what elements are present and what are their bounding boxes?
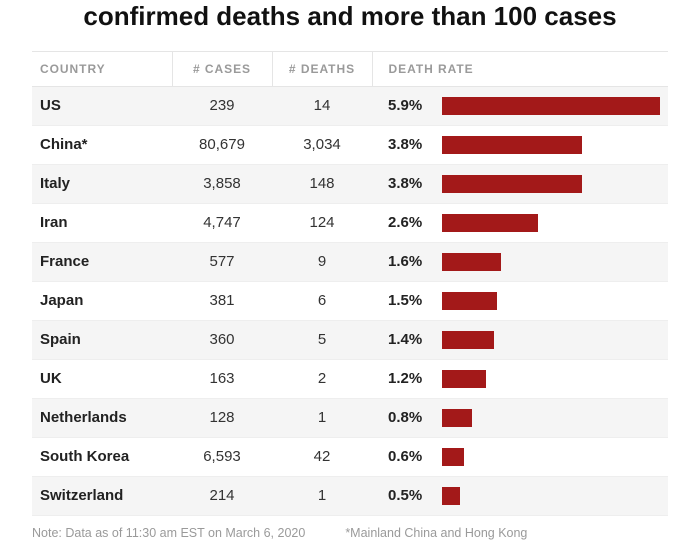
- cell-death-rate: 3.8%: [372, 125, 668, 164]
- death-rate-label: 2.6%: [388, 214, 432, 231]
- chart-title: confirmed deaths and more than 100 cases: [32, 0, 668, 33]
- death-rate-label: 0.5%: [388, 487, 432, 504]
- cell-cases: 128: [172, 398, 272, 437]
- bar-track: [442, 136, 660, 154]
- cell-country: Netherlands: [32, 398, 172, 437]
- bar-track: [442, 253, 660, 271]
- cell-country: Iran: [32, 203, 172, 242]
- cell-cases: 577: [172, 242, 272, 281]
- table-row: UK1632 1.2%: [32, 359, 668, 398]
- death-rate-bar: [442, 331, 494, 349]
- table-row: Switzerland2141 0.5%: [32, 476, 668, 515]
- death-rate-bar: [442, 214, 538, 232]
- bar-track: [442, 175, 660, 193]
- cell-country: France: [32, 242, 172, 281]
- table-row: Japan3816 1.5%: [32, 281, 668, 320]
- bar-track: [442, 97, 660, 115]
- cell-death-rate: 0.6%: [372, 437, 668, 476]
- cell-cases: 6,593: [172, 437, 272, 476]
- cell-deaths: 42: [272, 437, 372, 476]
- cell-deaths: 3,034: [272, 125, 372, 164]
- col-header-cases: # CASES: [172, 51, 272, 86]
- table-row: US23914 5.9%: [32, 86, 668, 125]
- cell-cases: 360: [172, 320, 272, 359]
- cell-deaths: 1: [272, 476, 372, 515]
- cell-death-rate: 3.8%: [372, 164, 668, 203]
- cell-cases: 239: [172, 86, 272, 125]
- table-row: China*80,6793,034 3.8%: [32, 125, 668, 164]
- table-row: South Korea6,59342 0.6%: [32, 437, 668, 476]
- bar-track: [442, 448, 660, 466]
- bar-track: [442, 331, 660, 349]
- death-rate-label: 0.8%: [388, 409, 432, 426]
- cell-death-rate: 1.6%: [372, 242, 668, 281]
- bar-track: [442, 292, 660, 310]
- cell-death-rate: 1.4%: [372, 320, 668, 359]
- cell-death-rate: 0.5%: [372, 476, 668, 515]
- cell-country: Switzerland: [32, 476, 172, 515]
- cell-cases: 3,858: [172, 164, 272, 203]
- cell-country: Spain: [32, 320, 172, 359]
- col-header-rate: DEATH RATE: [372, 51, 668, 86]
- death-rate-label: 1.6%: [388, 253, 432, 270]
- death-rate-label: 3.8%: [388, 175, 432, 192]
- table-row: Netherlands1281 0.8%: [32, 398, 668, 437]
- death-rate-bar: [442, 370, 486, 388]
- cell-country: Japan: [32, 281, 172, 320]
- cell-country: South Korea: [32, 437, 172, 476]
- table-row: France5779 1.6%: [32, 242, 668, 281]
- col-header-country: COUNTRY: [32, 51, 172, 86]
- cell-deaths: 1: [272, 398, 372, 437]
- cell-deaths: 5: [272, 320, 372, 359]
- cell-death-rate: 0.8%: [372, 398, 668, 437]
- cell-cases: 80,679: [172, 125, 272, 164]
- cell-deaths: 148: [272, 164, 372, 203]
- death-rate-label: 1.4%: [388, 331, 432, 348]
- table-row: Italy3,858148 3.8%: [32, 164, 668, 203]
- cell-country: US: [32, 86, 172, 125]
- cell-country: UK: [32, 359, 172, 398]
- col-header-deaths: # DEATHS: [272, 51, 372, 86]
- death-rate-label: 1.5%: [388, 292, 432, 309]
- cell-deaths: 14: [272, 86, 372, 125]
- death-rate-bar: [442, 175, 582, 193]
- death-rate-bar: [442, 487, 460, 505]
- cell-deaths: 9: [272, 242, 372, 281]
- death-rate-label: 0.6%: [388, 448, 432, 465]
- death-rate-label: 5.9%: [388, 97, 432, 114]
- death-rate-label: 3.8%: [388, 136, 432, 153]
- cell-cases: 4,747: [172, 203, 272, 242]
- death-rate-bar: [442, 97, 660, 115]
- cell-cases: 214: [172, 476, 272, 515]
- cell-death-rate: 2.6%: [372, 203, 668, 242]
- table-row: Spain3605 1.4%: [32, 320, 668, 359]
- bar-track: [442, 370, 660, 388]
- bar-track: [442, 214, 660, 232]
- bar-track: [442, 409, 660, 427]
- death-rate-bar: [442, 136, 582, 154]
- death-rate-table: COUNTRY # CASES # DEATHS DEATH RATE US23…: [32, 51, 668, 516]
- cell-cases: 381: [172, 281, 272, 320]
- cell-deaths: 2: [272, 359, 372, 398]
- cell-deaths: 124: [272, 203, 372, 242]
- death-rate-bar: [442, 409, 472, 427]
- death-rate-label: 1.2%: [388, 370, 432, 387]
- cell-country: China*: [32, 125, 172, 164]
- footnote: Note: Data as of 11:30 am EST on March 6…: [32, 526, 668, 540]
- death-rate-bar: [442, 253, 501, 271]
- death-rate-bar: [442, 292, 497, 310]
- footnote-left: Note: Data as of 11:30 am EST on March 6…: [32, 526, 305, 540]
- cell-country: Italy: [32, 164, 172, 203]
- table-row: Iran4,747124 2.6%: [32, 203, 668, 242]
- death-rate-bar: [442, 448, 464, 466]
- cell-death-rate: 5.9%: [372, 86, 668, 125]
- table-header-row: COUNTRY # CASES # DEATHS DEATH RATE: [32, 51, 668, 86]
- cell-deaths: 6: [272, 281, 372, 320]
- cell-death-rate: 1.5%: [372, 281, 668, 320]
- cell-cases: 163: [172, 359, 272, 398]
- bar-track: [442, 487, 660, 505]
- footnote-right: *Mainland China and Hong Kong: [345, 526, 527, 540]
- cell-death-rate: 1.2%: [372, 359, 668, 398]
